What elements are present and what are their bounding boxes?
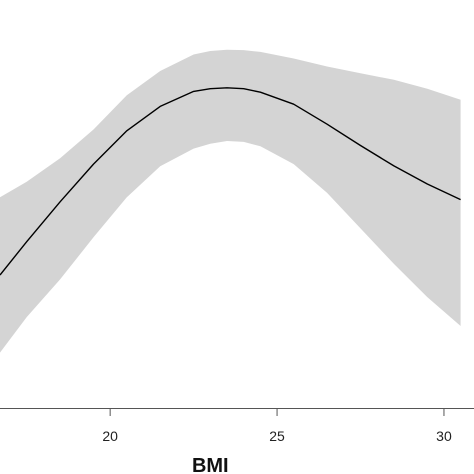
x-axis-title: BMI [192,455,229,474]
x-tick-label: 25 [269,428,285,444]
x-axis-ticks: 20 25 30 [102,408,452,444]
x-tick-label: 30 [436,428,452,444]
plot-area [0,49,461,353]
fitted-line [0,87,461,276]
confidence-band [0,49,461,353]
x-tick-label: 20 [102,428,118,444]
